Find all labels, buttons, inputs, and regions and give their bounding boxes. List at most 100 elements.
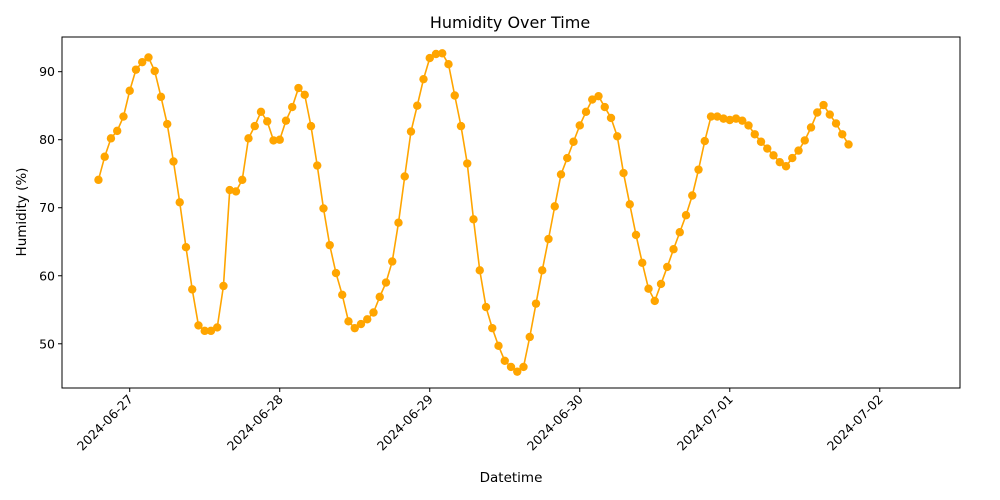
data-point	[338, 290, 347, 300]
data-point	[288, 102, 297, 112]
data-point	[225, 185, 234, 195]
data-point	[769, 151, 778, 160]
data-point	[625, 200, 634, 209]
humidity-series-points	[94, 49, 853, 376]
data-point	[750, 130, 759, 139]
data-point	[594, 91, 603, 101]
data-point	[200, 326, 209, 336]
data-point	[94, 175, 103, 185]
data-point	[188, 285, 197, 294]
data-point	[494, 341, 503, 351]
data-point	[275, 135, 284, 144]
data-point	[306, 121, 316, 131]
data-point	[469, 215, 478, 224]
data-point	[150, 66, 159, 76]
data-point	[413, 101, 422, 110]
data-point	[481, 302, 491, 312]
data-point	[675, 228, 684, 237]
x-tick-label: 2024-07-02	[824, 392, 886, 454]
data-point	[250, 121, 259, 131]
data-point	[681, 211, 691, 220]
data-point	[650, 296, 659, 306]
data-point	[744, 121, 753, 130]
y-axis: 50 60 70 80 90	[39, 64, 62, 351]
data-point	[363, 315, 372, 324]
data-point	[544, 234, 553, 244]
data-point	[356, 319, 366, 329]
data-point	[831, 119, 841, 128]
data-point	[800, 136, 809, 145]
data-point	[725, 115, 734, 125]
data-point	[431, 49, 441, 59]
data-point	[381, 278, 391, 287]
data-point	[763, 144, 772, 153]
chart-title: Humidity Over Time	[430, 13, 590, 32]
data-point	[406, 127, 416, 136]
data-point	[669, 245, 678, 254]
data-point	[525, 332, 534, 342]
data-point	[138, 57, 147, 67]
x-tick-label: 2024-06-30	[524, 391, 586, 453]
data-point	[119, 112, 128, 121]
x-tick-label: 2024-06-28	[224, 391, 286, 453]
data-point	[688, 191, 697, 200]
data-point	[331, 268, 341, 278]
data-point	[419, 74, 428, 84]
data-point	[350, 323, 359, 333]
data-point	[238, 175, 247, 185]
data-point	[394, 218, 403, 227]
data-point	[838, 130, 847, 139]
x-tick-label: 2024-07-01	[674, 392, 736, 454]
y-axis-label: Humidity (%)	[14, 168, 30, 257]
data-point	[344, 317, 353, 326]
data-point	[156, 92, 166, 102]
data-point	[519, 362, 528, 372]
data-point	[181, 242, 191, 252]
data-point	[613, 132, 622, 141]
data-point	[244, 134, 253, 143]
data-point	[606, 113, 616, 123]
data-point	[631, 230, 641, 240]
data-point	[313, 161, 322, 170]
data-point	[163, 119, 172, 129]
data-point	[113, 126, 122, 136]
data-point	[106, 134, 116, 143]
data-point	[256, 107, 266, 117]
y-tick-label: 90	[39, 64, 55, 79]
data-point	[450, 91, 459, 100]
data-point	[825, 110, 834, 119]
data-point	[269, 136, 278, 145]
y-tick-label: 60	[39, 268, 55, 283]
data-point	[700, 136, 709, 146]
data-point	[581, 107, 591, 117]
data-point	[456, 121, 466, 131]
data-point	[563, 153, 572, 163]
data-point	[781, 162, 791, 171]
data-point	[719, 114, 728, 123]
data-point	[706, 112, 716, 121]
data-point	[756, 137, 766, 146]
data-point	[263, 117, 272, 126]
data-point	[325, 240, 334, 250]
data-point	[513, 367, 522, 376]
data-point	[144, 53, 153, 62]
data-point	[619, 168, 628, 178]
x-tick-label: 2024-06-27	[74, 392, 136, 454]
data-point	[550, 202, 559, 211]
data-point	[100, 152, 109, 161]
data-point	[844, 140, 853, 149]
data-point	[506, 362, 516, 372]
data-point	[644, 284, 653, 293]
x-axis: 2024-06-27 2024-06-28 2024-06-29 2024-06-30…	[74, 388, 886, 453]
data-point	[463, 159, 472, 168]
data-point	[813, 108, 822, 117]
data-point	[444, 60, 453, 69]
data-point	[300, 90, 309, 100]
data-point	[319, 204, 328, 213]
data-point	[806, 123, 816, 132]
data-point	[531, 299, 541, 308]
x-axis-label: Datetime	[480, 470, 543, 486]
data-point	[231, 187, 241, 196]
plot-area	[61, 36, 961, 389]
